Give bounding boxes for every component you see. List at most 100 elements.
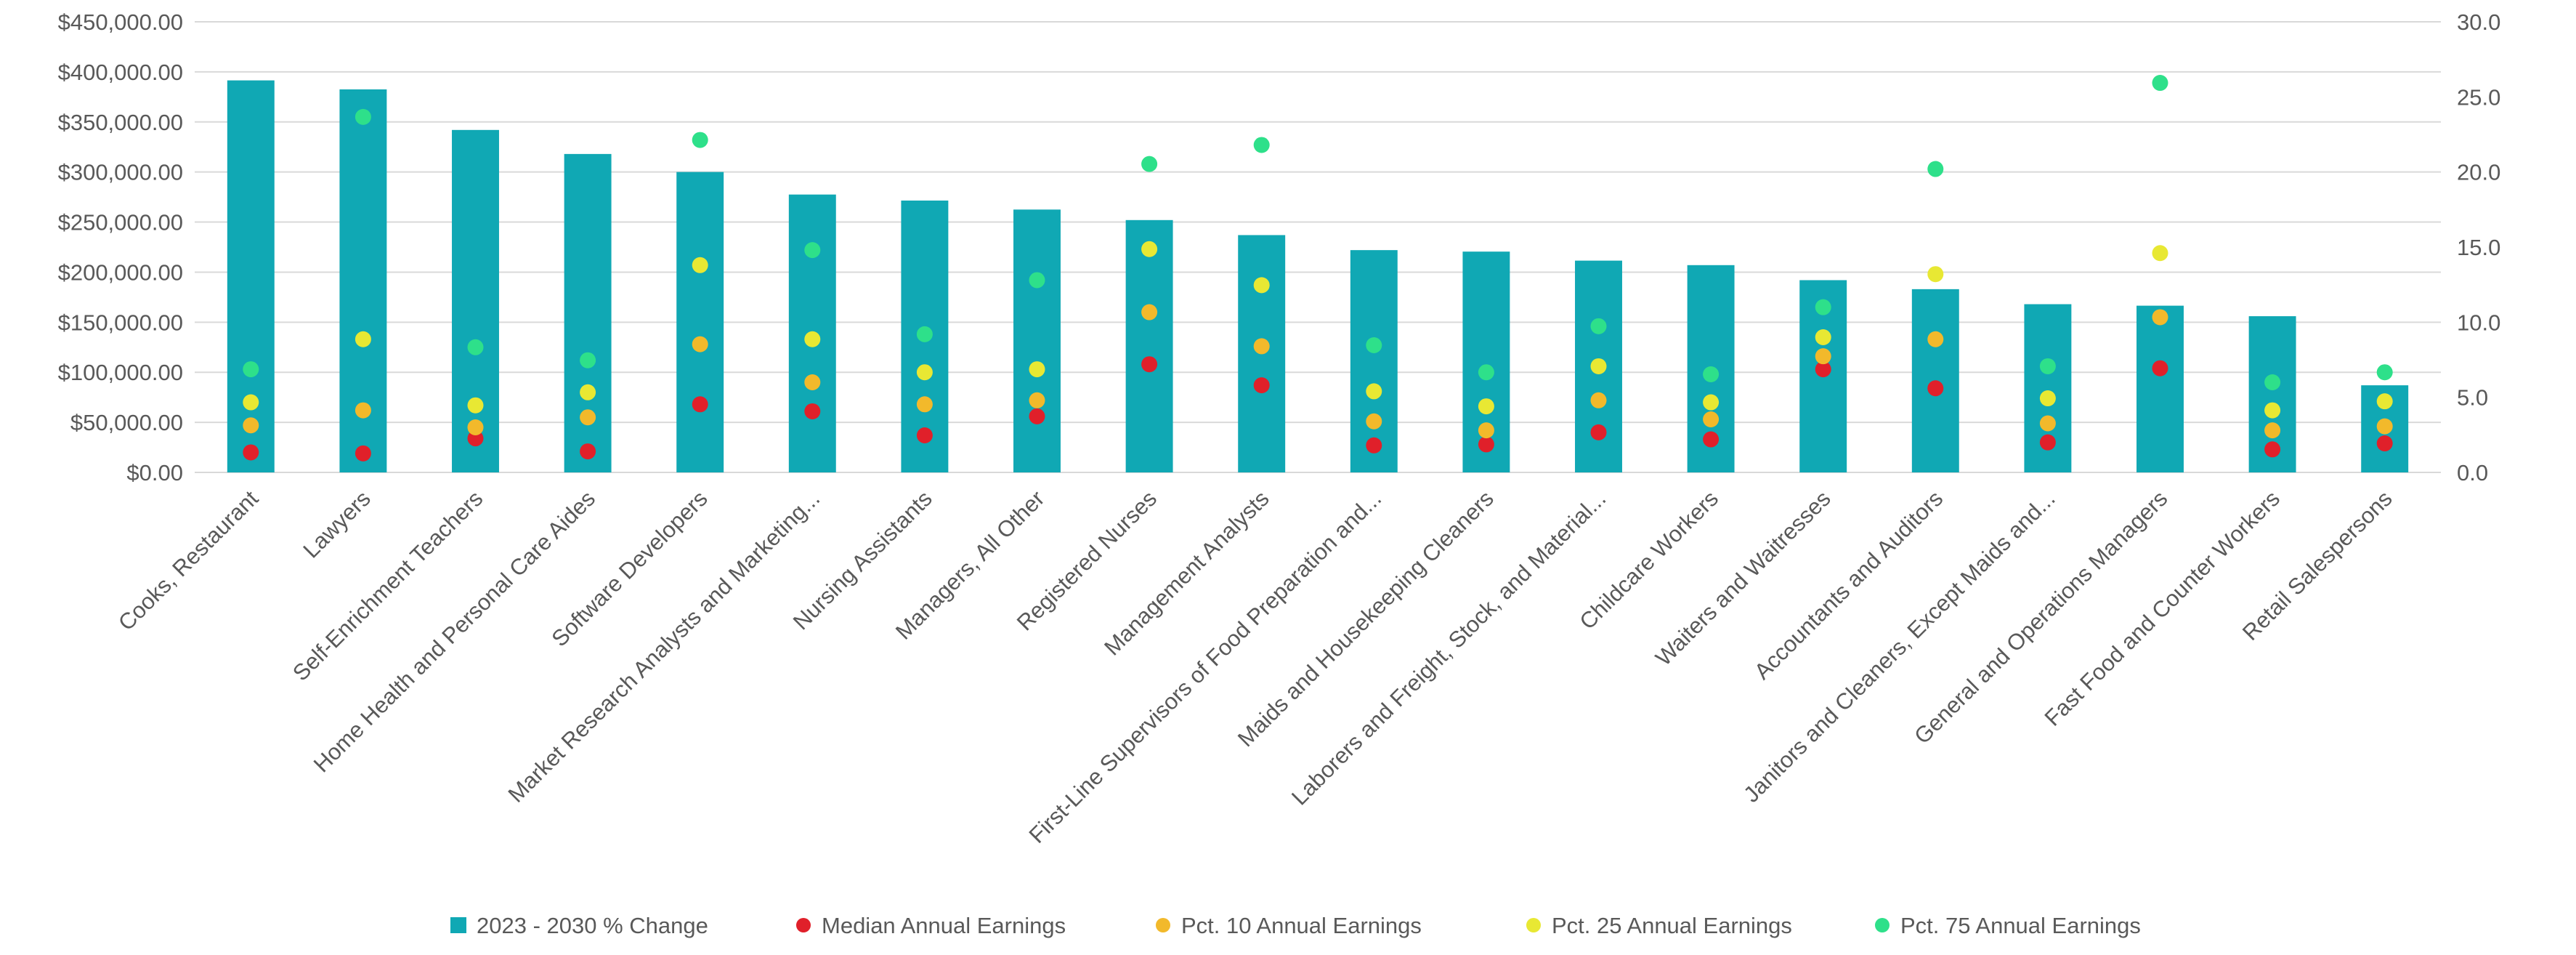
data-point <box>692 336 708 352</box>
data-point <box>355 402 371 419</box>
data-point <box>804 242 821 259</box>
data-point <box>580 409 596 426</box>
left-tick-label: $150,000.00 <box>58 310 183 335</box>
bar <box>2136 305 2184 472</box>
data-point <box>2264 402 2281 419</box>
data-point <box>1253 137 1270 153</box>
data-point <box>1590 392 1607 408</box>
data-point <box>1590 358 1607 374</box>
data-point <box>1478 436 1494 453</box>
data-point <box>243 361 259 378</box>
legend-swatch <box>450 917 466 933</box>
right-tick-label: 20.0 <box>2457 160 2500 185</box>
legend-label: Median Annual Earnings <box>822 913 1066 938</box>
x-tick-label: Self-Enrichment Teachers <box>288 485 487 685</box>
data-point <box>1478 422 1494 439</box>
data-point <box>1366 413 1382 430</box>
data-point <box>804 403 821 419</box>
x-tick-label: Accountants and Auditors <box>1749 485 1948 684</box>
data-point <box>1927 380 1944 397</box>
right-tick-label: 25.0 <box>2457 84 2500 110</box>
data-point <box>1029 361 1045 378</box>
data-point <box>467 430 484 447</box>
right-y-axis: 0.0 5.0 10.0 15.0 20.0 25.0 30.0 <box>2457 9 2500 485</box>
data-point <box>243 394 259 411</box>
x-tick-label: Maids and Housekeeping Cleaners <box>1233 485 1499 751</box>
data-point <box>1141 156 1158 172</box>
data-point <box>2376 393 2393 410</box>
data-point <box>1366 337 1382 354</box>
data-point <box>1590 318 1607 334</box>
left-tick-label: $200,000.00 <box>58 259 183 285</box>
legend: 2023 - 2030 % Change Median Annual Earnin… <box>450 913 2141 938</box>
data-point <box>804 374 821 390</box>
data-point <box>2152 245 2168 262</box>
data-point <box>2039 434 2056 451</box>
data-point <box>1927 331 1944 347</box>
data-point <box>1141 241 1158 257</box>
right-tick-label: 0.0 <box>2457 460 2488 485</box>
gridlines <box>195 21 2441 473</box>
data-point <box>692 257 708 273</box>
right-tick-label: 15.0 <box>2457 235 2500 260</box>
marker-series <box>243 75 2393 462</box>
data-point <box>467 419 484 435</box>
data-point <box>1029 272 1045 289</box>
bar <box>1013 209 1061 472</box>
data-point <box>2039 415 2056 432</box>
data-point <box>355 331 371 347</box>
data-point <box>467 339 484 355</box>
data-point <box>1590 424 1607 440</box>
data-point <box>1703 411 1720 427</box>
left-tick-label: $300,000.00 <box>58 160 183 185</box>
left-tick-label: $400,000.00 <box>58 60 183 85</box>
data-point <box>2264 441 2281 458</box>
data-point <box>355 445 371 462</box>
data-point <box>1253 377 1270 394</box>
data-point <box>1703 431 1720 448</box>
data-point <box>467 397 484 414</box>
data-point <box>1141 356 1158 373</box>
data-point <box>804 331 821 347</box>
data-point <box>1029 408 1045 424</box>
data-point <box>2376 364 2393 381</box>
left-y-axis: $0.00 $50,000.00 $100,000.00 $150,000.00 $20… <box>58 9 183 485</box>
data-point <box>1478 364 1494 381</box>
data-point <box>580 443 596 460</box>
data-point <box>2376 418 2393 435</box>
legend-swatch <box>1156 918 1170 932</box>
data-point <box>692 132 708 148</box>
data-point <box>1927 161 1944 177</box>
data-point <box>2264 374 2281 390</box>
left-tick-label: $450,000.00 <box>58 9 183 35</box>
data-point <box>1703 394 1720 411</box>
data-point <box>2152 75 2168 92</box>
data-point <box>1253 338 1270 355</box>
bar <box>227 80 275 473</box>
data-point <box>1253 277 1270 294</box>
bar <box>1125 219 1173 472</box>
data-point <box>1478 398 1494 415</box>
data-point <box>1815 348 1831 365</box>
data-point <box>2264 422 2281 439</box>
left-tick-label: $0.00 <box>126 460 183 485</box>
data-point <box>916 396 933 413</box>
data-point <box>1815 299 1831 315</box>
x-tick-label: Fast Food and Counter Workers <box>2040 485 2285 730</box>
data-point <box>1815 361 1831 378</box>
right-tick-label: 5.0 <box>2457 385 2488 411</box>
legend-label: 2023 - 2030 % Change <box>477 913 708 938</box>
legend-swatch <box>1526 918 1541 932</box>
bar <box>452 129 499 473</box>
legend-swatch <box>1875 918 1890 932</box>
data-point <box>2039 390 2056 407</box>
right-tick-label: 10.0 <box>2457 310 2500 335</box>
data-point <box>1141 304 1158 321</box>
left-tick-label: $250,000.00 <box>58 210 183 235</box>
data-point <box>916 427 933 444</box>
data-point <box>1366 383 1382 400</box>
left-tick-label: $50,000.00 <box>70 410 183 435</box>
data-point <box>355 108 371 125</box>
